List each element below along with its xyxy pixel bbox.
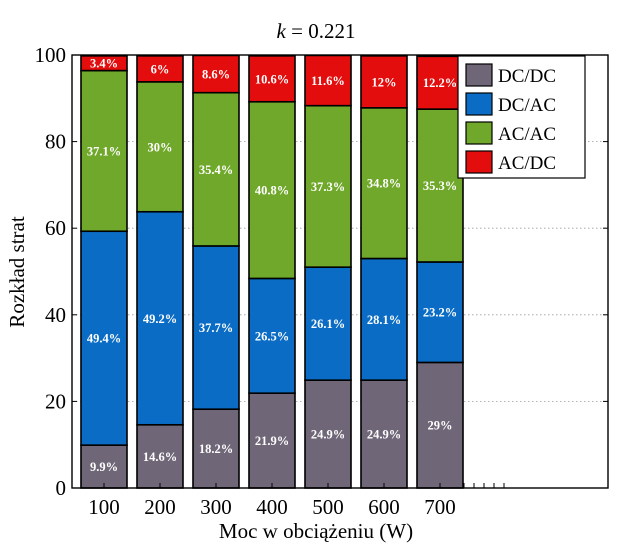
data-label: 34.8% [367, 177, 401, 191]
bar-segment [80, 69, 128, 233]
legend-label: AC/DC [498, 153, 556, 174]
y-tick-label: 20 [45, 389, 66, 413]
data-label: 21.9% [255, 434, 289, 448]
bar-segment [416, 108, 464, 263]
bar-segment [136, 55, 184, 83]
data-label: 40.8% [255, 184, 289, 198]
axes: 0 20 40 60 80 100 100 200 300 400 500 600 700 [35, 43, 609, 519]
bars [80, 54, 464, 489]
data-label: 35.3% [423, 179, 457, 193]
x-tick-label: 600 [368, 495, 400, 519]
legend-swatch [465, 63, 493, 87]
bar-segment [192, 408, 240, 489]
data-label: 49.2% [143, 312, 177, 326]
bar-segment [136, 210, 184, 426]
legend-swatch [465, 121, 493, 145]
data-label: 24.9% [311, 428, 345, 442]
bar-segment [136, 81, 184, 213]
data-label: 35.4% [199, 163, 233, 177]
data-label: 37.7% [199, 321, 233, 335]
data-label: 3.4% [90, 57, 118, 71]
bar-segment [360, 55, 408, 109]
bar-segment [192, 245, 240, 410]
data-label: 30% [148, 140, 173, 154]
x-tick-label: 100 [88, 495, 120, 519]
y-tick-label: 0 [56, 476, 67, 500]
y-tick-label: 60 [45, 216, 66, 240]
y-tick-label: 100 [35, 43, 67, 67]
y-tick-label: 40 [45, 303, 66, 327]
data-label: 37.3% [311, 180, 345, 194]
data-label: 18.2% [199, 442, 233, 456]
bar-segment [248, 277, 296, 394]
data-label: 26.5% [255, 329, 289, 343]
x-tick-label: 400 [256, 495, 288, 519]
chart-title: k = 0.221 [277, 19, 356, 43]
data-label: 6% [151, 62, 170, 76]
data-label: 12% [372, 75, 397, 89]
bar-segment [80, 230, 128, 446]
data-label: 49.4% [87, 332, 121, 346]
bar-segment [248, 100, 296, 280]
bar-segment [416, 55, 464, 110]
x-tick-label: 300 [200, 495, 232, 519]
data-label: 14.6% [143, 450, 177, 464]
bar-segment [192, 91, 240, 247]
legend-swatch [465, 150, 493, 174]
data-label: 9.9% [90, 460, 118, 474]
bar-segment [80, 55, 128, 72]
bar-segment [304, 266, 352, 381]
x-tick-label: 500 [312, 495, 344, 519]
bar-segment [304, 104, 352, 268]
data-label: 10.6% [255, 72, 289, 86]
plot-frame [71, 54, 609, 489]
legend-label: DC/AC [498, 95, 556, 116]
y-axis-label: Rozkład strat [5, 216, 29, 328]
data-label: 37.1% [87, 144, 121, 158]
data-label: 29% [428, 419, 453, 433]
data-label: 23.2% [423, 306, 457, 320]
legend-swatch [465, 92, 493, 116]
x-tick-label: 700 [424, 495, 456, 519]
bar-segment [192, 54, 240, 94]
x-axis-label: Moc w obciążeniu (W) [219, 519, 413, 543]
legend-label: DC/DC [498, 66, 556, 87]
data-label: 8.6% [202, 68, 230, 82]
data-label: 24.9% [367, 428, 401, 442]
data-label: 28.1% [367, 313, 401, 327]
data-label: 12.2% [423, 76, 457, 90]
data-label: 11.6% [311, 74, 345, 88]
data-label: 26.1% [311, 317, 345, 331]
y-tick-label: 80 [45, 130, 66, 154]
legend-label: AC/AC [498, 124, 556, 145]
x-tick-label: 200 [144, 495, 176, 519]
legend: DC/DC DC/AC AC/AC AC/DC [457, 55, 586, 179]
bar-segment [80, 444, 128, 489]
data-labels: 9.9% 49.4% 37.1% 3.4% 14.6% 49.2% 30% 6% 18.2% 37… [87, 57, 457, 474]
bar-segment [248, 55, 296, 103]
